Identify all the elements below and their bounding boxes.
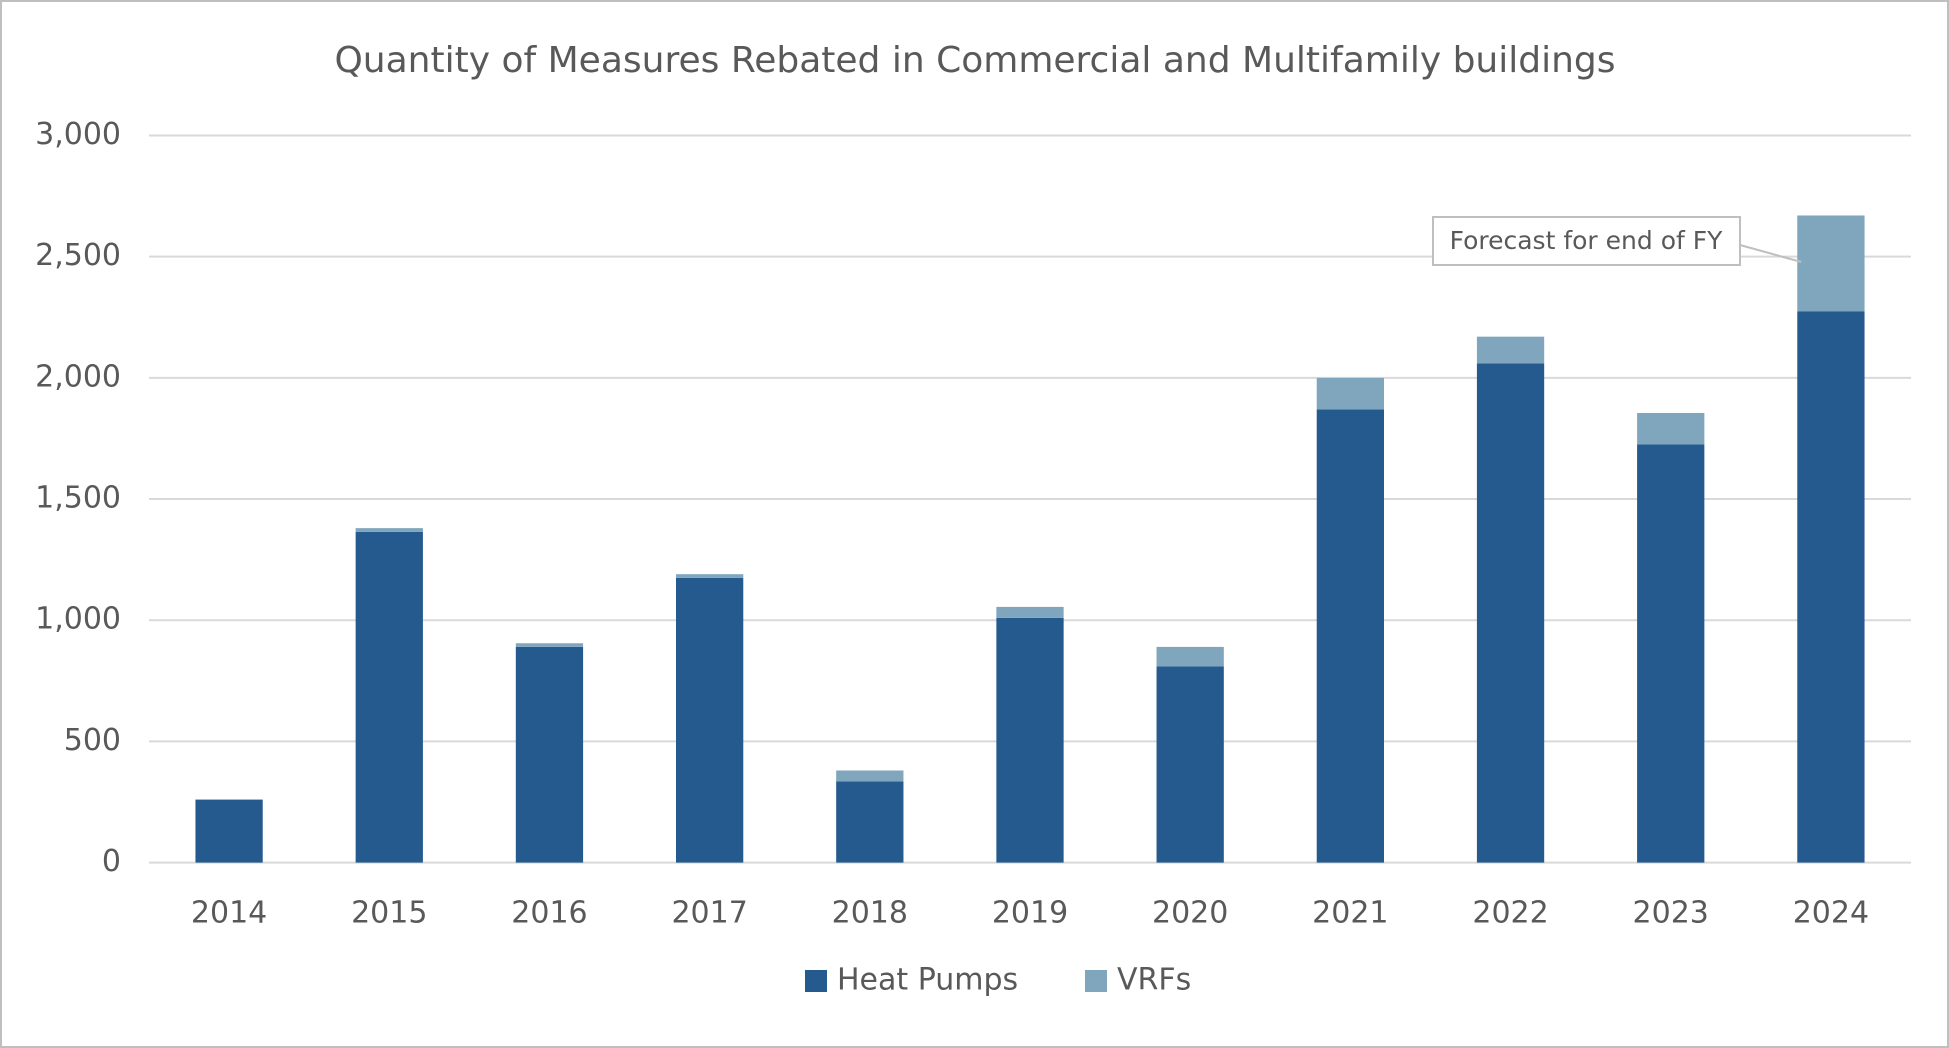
bar-segment	[675, 577, 744, 863]
y-tick-label: 2,000	[35, 359, 121, 394]
bar-segment	[1156, 646, 1224, 667]
x-tick-label: 2019	[992, 896, 1068, 931]
y-tick-label: 500	[64, 723, 121, 758]
bar-segment	[1476, 363, 1545, 863]
legend-label: VRFs	[1117, 963, 1191, 998]
x-tick-label: 2023	[1633, 896, 1709, 931]
y-tick-label: 1,500	[35, 481, 121, 516]
x-tick-label: 2018	[832, 896, 908, 931]
y-tick-label: 1,000	[35, 602, 121, 637]
bar-segment	[355, 531, 423, 863]
bar-segment	[1156, 666, 1224, 863]
x-tick-label: 2020	[1152, 896, 1228, 931]
callout-line	[1739, 244, 1802, 263]
bar-segment	[515, 646, 584, 863]
bar-segment	[996, 617, 1064, 863]
x-tick-label: 2015	[351, 896, 427, 931]
bar-segment	[1797, 215, 1865, 312]
x-tick-label: 2017	[671, 896, 747, 931]
bar-segment	[1316, 377, 1385, 410]
bar-segment	[515, 643, 584, 647]
legend-label: Heat Pumps	[837, 963, 1018, 998]
bar-segment	[836, 781, 904, 863]
x-tick-label: 2021	[1312, 896, 1388, 931]
legend-swatch	[805, 970, 827, 992]
bar-segment	[1637, 444, 1705, 863]
y-tick-label: 3,000	[35, 117, 121, 152]
y-tick-label: 0	[102, 844, 121, 879]
bar-segment	[1476, 336, 1545, 364]
y-tick-label: 2,500	[35, 238, 121, 273]
x-tick-label: 2016	[511, 896, 587, 931]
annotation-box	[1432, 216, 1741, 266]
x-tick-label: 2024	[1793, 896, 1869, 931]
bar-segment	[195, 799, 263, 863]
bar-segment	[1637, 413, 1705, 445]
legend-swatch	[1085, 970, 1107, 992]
bar-segment	[996, 606, 1064, 618]
chart-title: Quantity of Measures Rebated in Commerci…	[334, 40, 1615, 81]
annotation: Forecast for end of FY	[1450, 226, 1724, 255]
bar-segment	[675, 574, 744, 578]
bar-segment	[355, 528, 423, 532]
x-tick-label: 2014	[191, 896, 267, 931]
bar-segment	[1316, 409, 1385, 863]
bar-segment	[836, 770, 904, 782]
x-tick-label: 2022	[1472, 896, 1548, 931]
bar-segment	[1797, 311, 1865, 863]
